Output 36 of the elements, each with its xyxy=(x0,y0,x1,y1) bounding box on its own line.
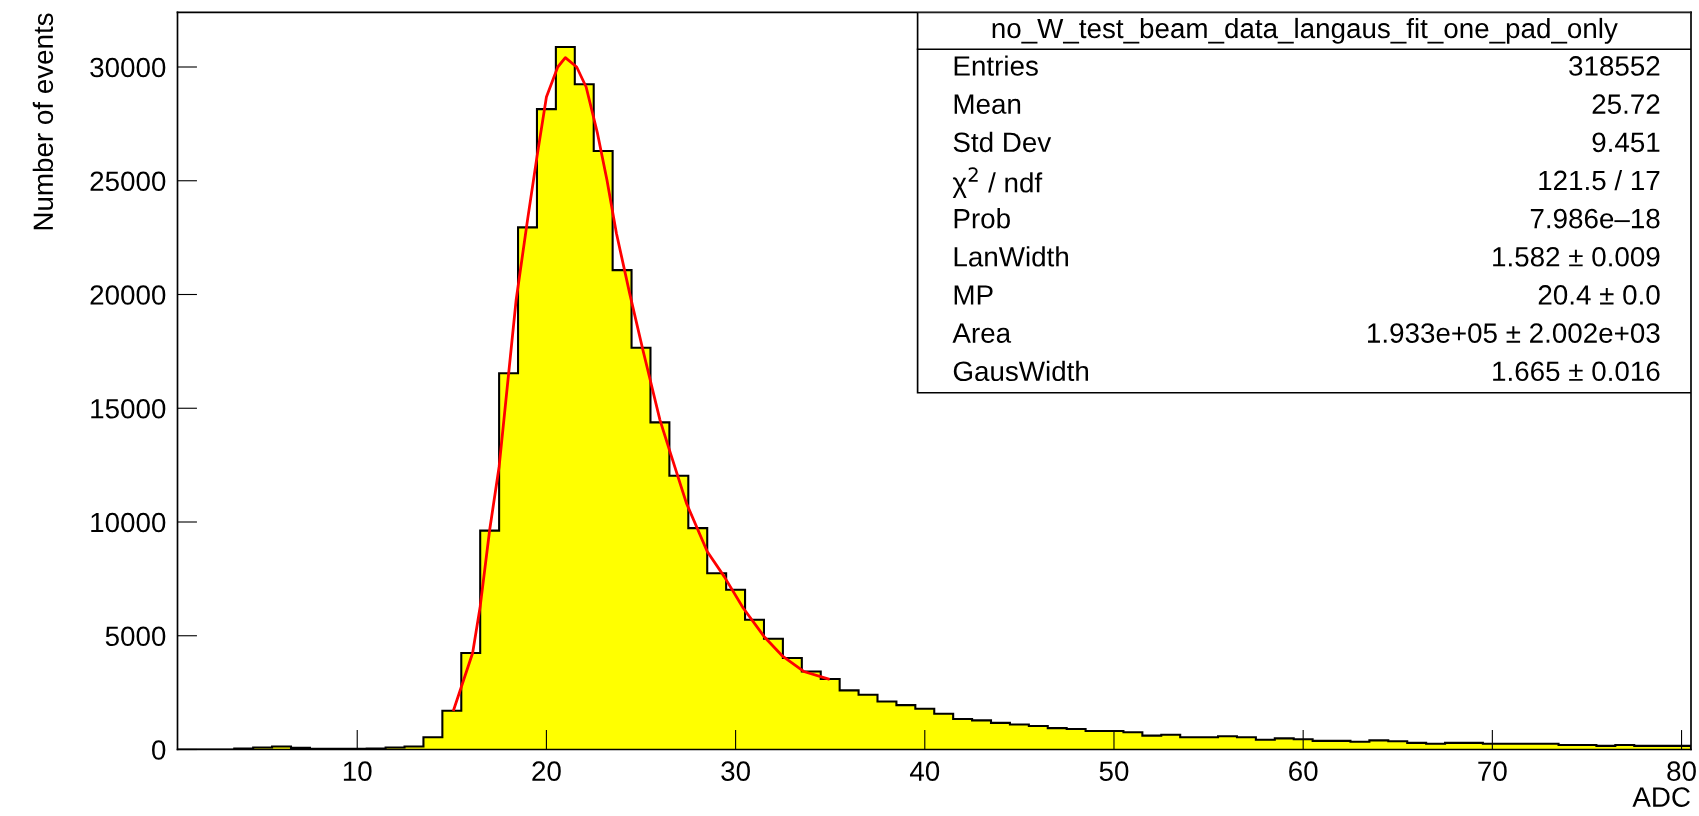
y-axis-title: Number of events xyxy=(32,13,54,230)
annotation: 25.72 xyxy=(1592,94,1660,114)
annotation: Area xyxy=(952,323,1012,343)
annotation: 318552 xyxy=(1569,56,1660,76)
annotation: Mean xyxy=(954,94,1021,114)
x-axis-title: ADC xyxy=(1632,787,1690,807)
annotation: Entries xyxy=(954,55,1038,76)
x-tick-label: 80 xyxy=(1667,761,1696,782)
annotation: χ$^{2}$ / ndf xyxy=(952,167,1043,199)
x-tick-label: 30 xyxy=(721,761,750,782)
annotation: LanWidth xyxy=(954,246,1068,267)
y-tick-label: 15000 xyxy=(91,398,166,419)
annotation: 121.5 / 17 xyxy=(1539,169,1660,191)
x-tick-label: 70 xyxy=(1478,761,1507,782)
y-tick-label: 5000 xyxy=(105,626,166,647)
annotation: 1.665 ± 0.016 xyxy=(1493,361,1660,382)
y-tick-label: 10000 xyxy=(91,512,166,533)
x-tick-label: 20 xyxy=(532,761,561,782)
y-tick-label: 20000 xyxy=(90,285,166,305)
annotation: 7.986e–18 xyxy=(1530,208,1660,229)
y-tick-label: 30000 xyxy=(90,57,166,78)
y-tick-label: 0 xyxy=(152,740,166,760)
x-tick-label: 40 xyxy=(909,761,940,782)
x-tick-label: 10 xyxy=(343,761,372,782)
annotation: 1.933e+05 ± 2.002e+03 xyxy=(1368,323,1660,343)
x-tick-label: 60 xyxy=(1289,761,1318,782)
x-tick-label: 50 xyxy=(1099,761,1129,782)
annotation: Std Dev xyxy=(953,131,1052,153)
annotation: 9.451 xyxy=(1592,132,1660,153)
annotation: 1.582 ± 0.009 xyxy=(1493,246,1660,267)
annotation: GausWidth xyxy=(953,360,1089,382)
annotation: MP xyxy=(954,285,993,305)
annotation: 20.4 ± 0.0 xyxy=(1538,285,1660,305)
annotation: no_W_test_beam_data_langaus_fit_one_pad_only xyxy=(992,17,1618,44)
annotation: Prob xyxy=(954,208,1010,229)
y-tick-label: 25000 xyxy=(90,171,166,192)
